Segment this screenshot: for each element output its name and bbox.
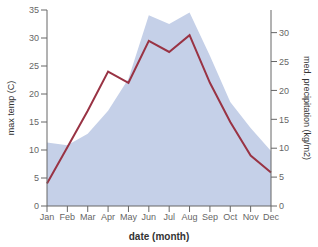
svg-text:20: 20 [279,86,289,96]
svg-text:20: 20 [29,89,39,99]
svg-text:0: 0 [279,201,284,211]
svg-text:max temp (C): max temp (C) [8,81,16,136]
svg-text:Jul: Jul [163,212,175,222]
svg-text:med. precipitation (kg/m2): med. precipitation (kg/m2) [302,56,310,160]
svg-text:Aug: Aug [182,212,198,222]
svg-text:Sep: Sep [202,212,218,222]
svg-text:Mar: Mar [80,212,96,222]
svg-text:25: 25 [29,61,39,71]
svg-text:Dec: Dec [263,212,280,222]
svg-text:15: 15 [29,117,39,127]
svg-text:10: 10 [29,145,39,155]
svg-text:30: 30 [29,33,39,43]
svg-text:0: 0 [34,201,39,211]
svg-text:Jun: Jun [142,212,157,222]
svg-text:5: 5 [34,173,39,183]
svg-text:35: 35 [29,5,39,15]
svg-text:30: 30 [279,28,289,38]
svg-text:5: 5 [279,172,284,182]
svg-text:May: May [120,212,138,222]
svg-text:10: 10 [279,143,289,153]
svg-text:Nov: Nov [243,212,260,222]
svg-text:Jan: Jan [40,212,55,222]
svg-text:15: 15 [279,115,289,125]
svg-text:Feb: Feb [60,212,76,222]
svg-text:date (month): date (month) [129,231,190,242]
svg-text:25: 25 [279,57,289,67]
svg-text:Oct: Oct [223,212,238,222]
svg-text:Apr: Apr [101,212,115,222]
